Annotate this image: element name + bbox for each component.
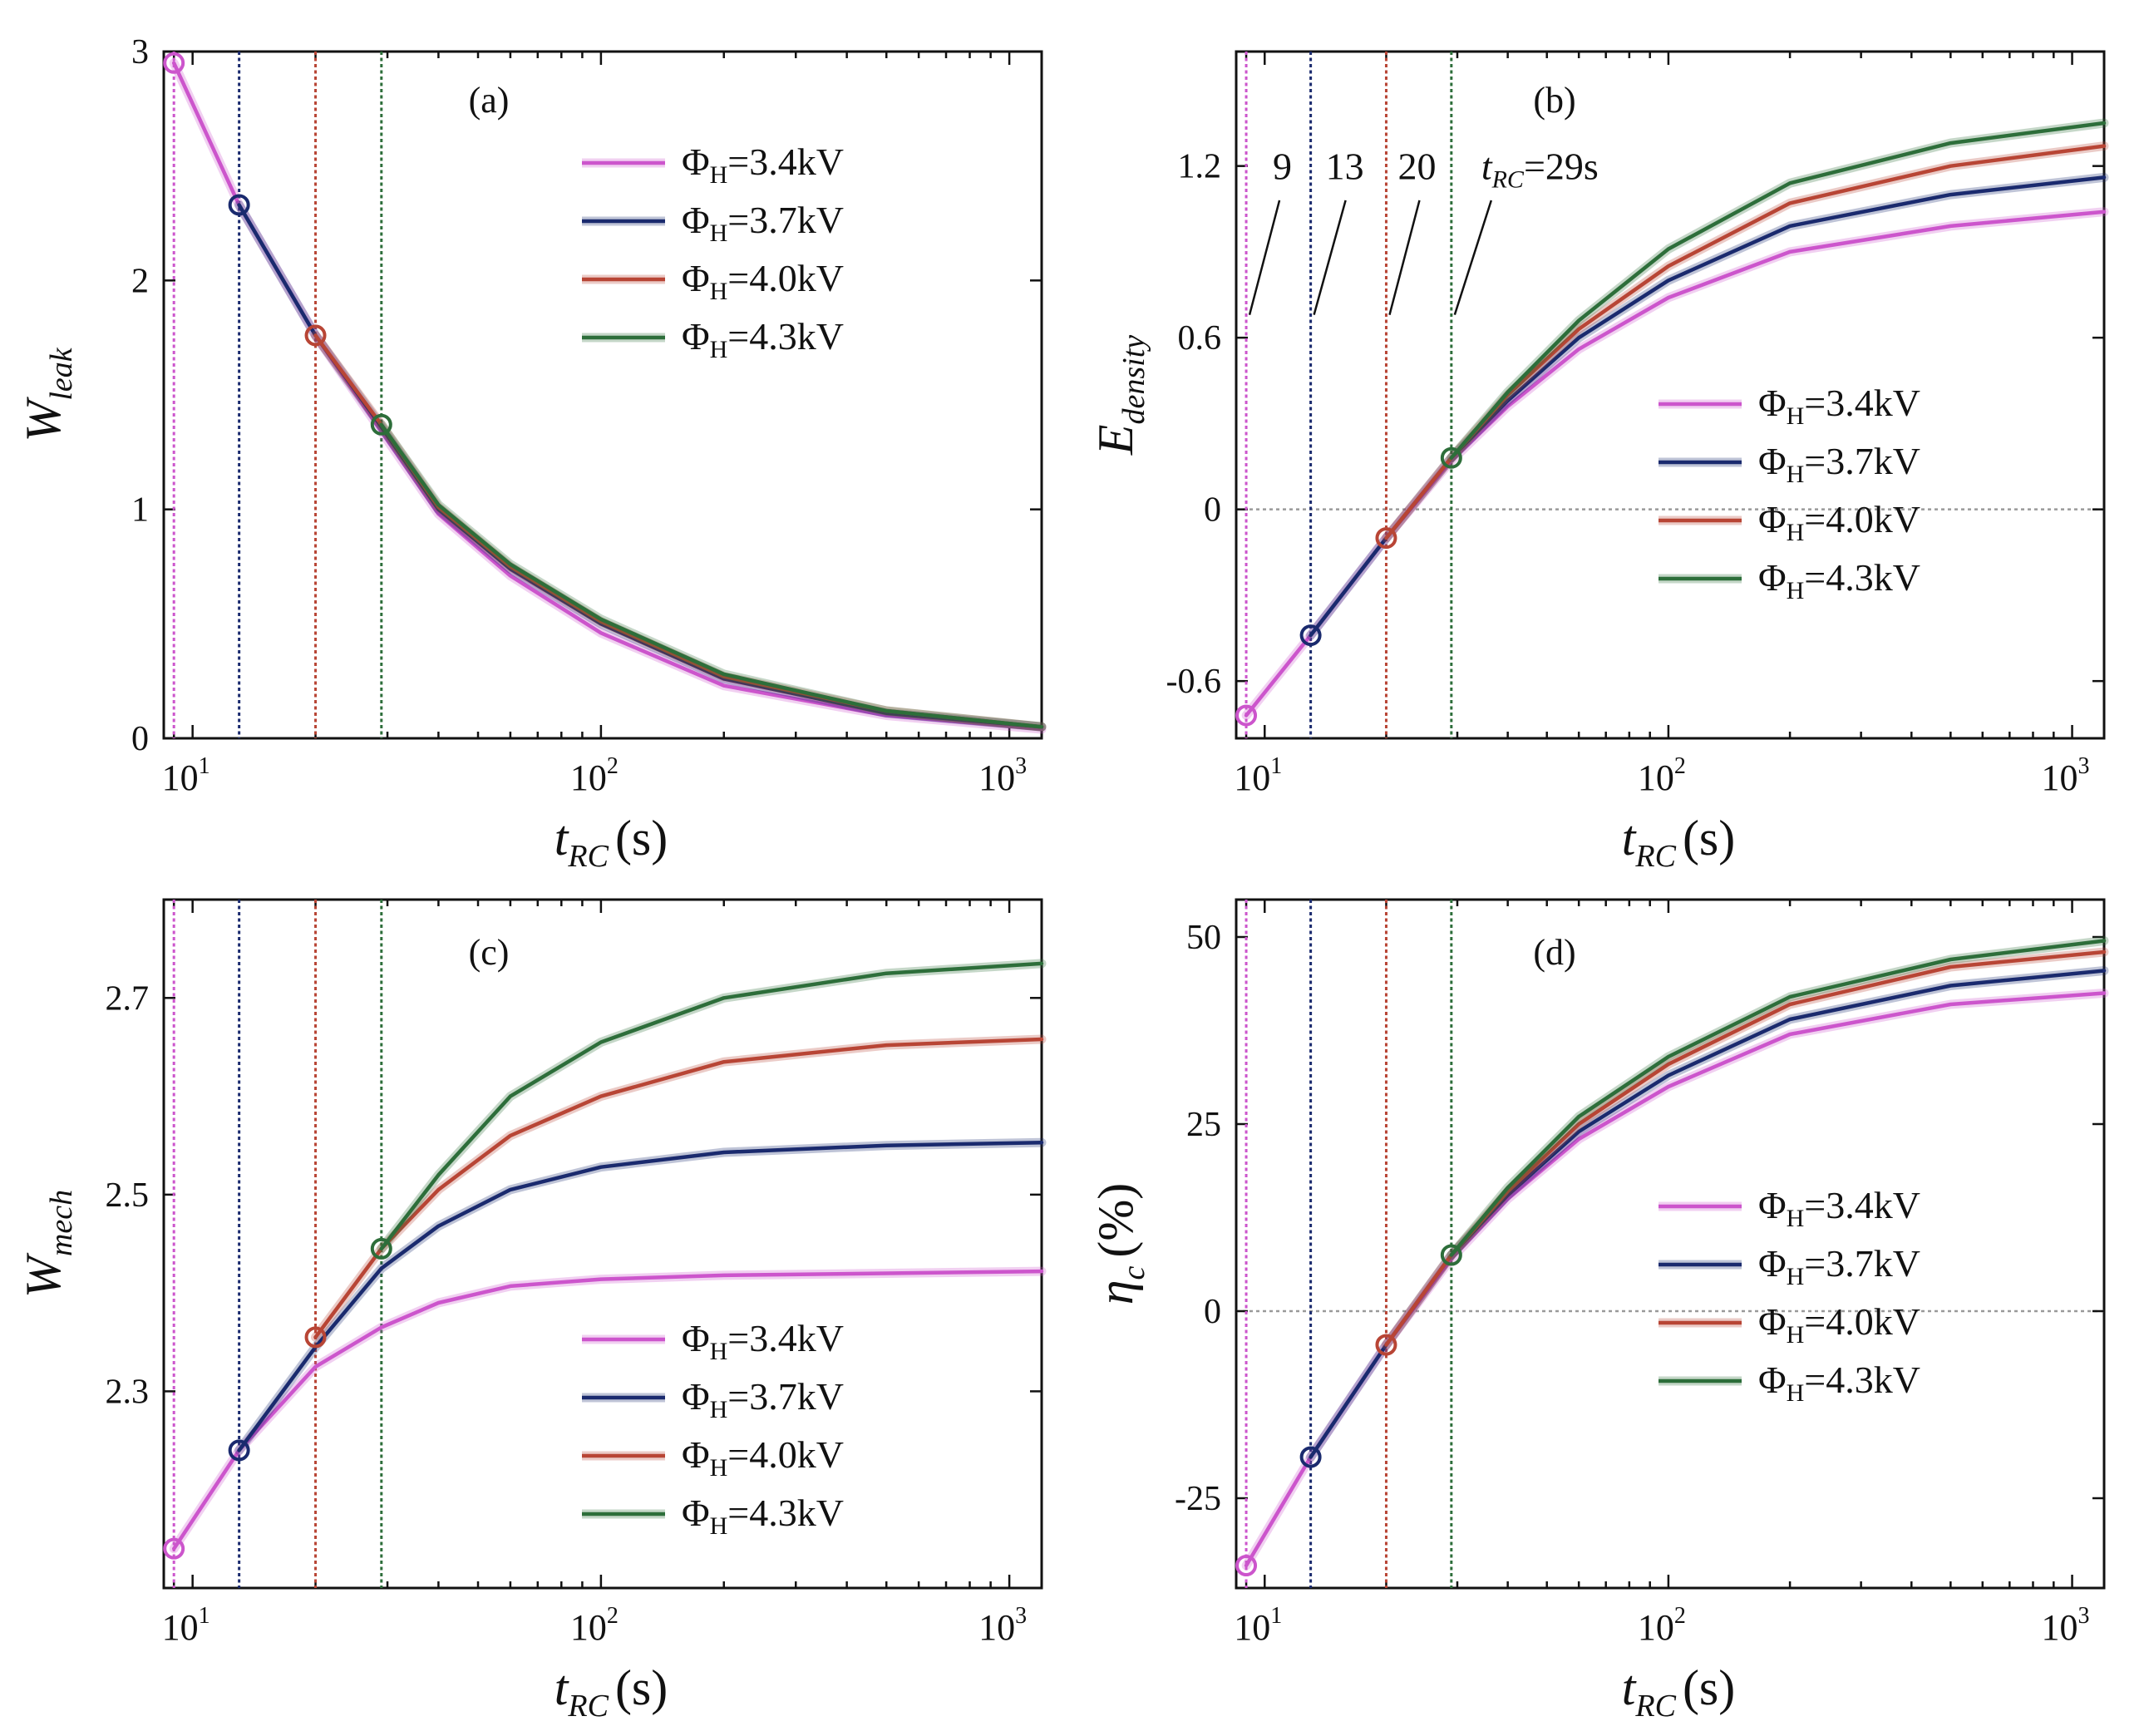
callout-leader — [1313, 200, 1347, 315]
y-tick-label: 2.5 — [106, 1176, 150, 1215]
y-tick-label: 0.6 — [1178, 319, 1222, 358]
legend-entry: ΦH=3.4kV — [682, 1317, 844, 1365]
y-tick-label: 2.7 — [106, 979, 150, 1018]
y-tick-label: 50 — [1186, 919, 1221, 957]
x-tick-label: 101 — [162, 753, 210, 798]
start-marker — [228, 194, 250, 216]
callout-leader — [1248, 200, 1281, 315]
panel-c: 2.3 2.5 2.7 101 102 103 tRC (s) Wmech (c) ΦH=3.4kV… — [16, 898, 1047, 1724]
y-axis-label: Wleak — [16, 347, 79, 441]
x-axis-label: tRC (s) — [554, 811, 668, 874]
plot-frame — [1235, 50, 2106, 740]
callout-label: 13 — [1326, 145, 1364, 188]
y-tick-label: -25 — [1175, 1480, 1221, 1518]
legend-entry: ΦH=3.7kV — [1758, 1242, 1920, 1290]
y-tick-label: 0 — [1204, 1293, 1221, 1331]
legend: ΦH=3.4kV ΦH=3.7kV ΦH=4.0kV ΦH=4.3kV — [582, 141, 844, 363]
y-tick-label: 0 — [131, 720, 149, 758]
x-tick-label: 102 — [1638, 1603, 1686, 1648]
legend-entry: ΦH=4.0kV — [1758, 1300, 1920, 1349]
plot-frame — [162, 898, 1043, 1590]
y-tick-label: 1 — [131, 491, 149, 530]
x-tick-label: 102 — [570, 1603, 619, 1648]
y-tick-label: 0 — [1204, 491, 1221, 530]
start-marker — [1235, 1555, 1258, 1576]
x-tick-label: 103 — [978, 753, 1027, 798]
callout-leader — [1453, 200, 1493, 316]
legend-entry: ΦH=3.7kV — [682, 199, 844, 247]
series-line — [1449, 939, 2107, 1257]
legend-entry: ΦH=4.0kV — [682, 257, 844, 305]
start-marker — [304, 324, 327, 347]
start-marker — [1299, 624, 1322, 647]
series-line — [379, 961, 1044, 1251]
start-marker — [1440, 1244, 1462, 1266]
x-tick-label: 101 — [1234, 753, 1282, 798]
panel-b: -0.6 0 0.6 1.2 101 102 103 tRC (s) Edensity (b) ΦH=… — [1088, 50, 2109, 874]
x-tick-label: 101 — [1234, 1603, 1282, 1648]
x-tick-label: 103 — [978, 1603, 1027, 1648]
legend-entry: ΦH=3.4kV — [1758, 1184, 1920, 1232]
series-line — [237, 1140, 1044, 1452]
series-line — [379, 422, 1044, 729]
series-line — [171, 1269, 1044, 1551]
start-marker — [1375, 527, 1397, 550]
start-marker — [1440, 446, 1462, 469]
legend-entry: ΦH=4.3kV — [1758, 1359, 1920, 1407]
legend-entry: ΦH=3.4kV — [1758, 382, 1920, 430]
callout-label: 20 — [1397, 145, 1436, 188]
callout-label: tRC=29s — [1481, 145, 1599, 194]
plot-frame — [162, 50, 1043, 740]
start-marker — [163, 1537, 185, 1560]
x-axis-label: tRC (s) — [1622, 811, 1736, 874]
x-tick-label: 103 — [2042, 1603, 2090, 1648]
start-marker — [163, 52, 185, 74]
legend-entry: ΦH=3.4kV — [682, 141, 844, 189]
y-tick-label: 25 — [1186, 1106, 1221, 1144]
start-marker — [1235, 704, 1258, 727]
start-marker — [228, 1439, 250, 1462]
x-tick-label: 102 — [1638, 753, 1686, 798]
x-axis-label: tRC (s) — [1622, 1660, 1736, 1724]
x-tick-label: 103 — [2042, 753, 2090, 798]
legend: ΦH=3.4kV ΦH=3.7kV ΦH=4.0kV ΦH=4.3kV — [582, 1317, 844, 1540]
plot-frame — [1235, 898, 2106, 1590]
y-tick-label: 3 — [131, 33, 149, 72]
y-axis-label: Edensity — [1088, 335, 1151, 456]
start-marker — [304, 1326, 327, 1349]
legend-entry: ΦH=3.7kV — [1758, 440, 1920, 488]
callout-label: 9 — [1273, 145, 1292, 188]
y-tick-label: 2 — [131, 262, 149, 300]
start-marker — [370, 1237, 392, 1260]
start-marker — [1375, 1334, 1397, 1356]
legend-entry: ΦH=4.0kV — [1758, 498, 1920, 546]
y-tick-label: 1.2 — [1178, 148, 1222, 186]
series-line — [1449, 121, 2107, 460]
panel-label: (d) — [1533, 932, 1575, 973]
y-tick-label: -0.6 — [1166, 663, 1222, 701]
y-axis-label: Wmech — [16, 1190, 79, 1298]
panel-label: (a) — [469, 80, 510, 121]
legend-entry: ΦH=4.3kV — [682, 1492, 844, 1540]
legend: ΦH=3.4kV ΦH=3.7kV ΦH=4.0kV ΦH=4.3kV — [1659, 1184, 1920, 1407]
x-axis-label: tRC (s) — [554, 1660, 668, 1724]
legend-entry: ΦH=4.3kV — [1758, 556, 1920, 604]
y-tick-label: 2.3 — [106, 1373, 150, 1411]
legend-entry: ΦH=4.0kV — [682, 1433, 844, 1482]
panel-label: (c) — [469, 932, 510, 973]
legend-entry: ΦH=3.7kV — [682, 1375, 844, 1423]
panel-label: (b) — [1533, 80, 1575, 121]
legend-entry: ΦH=4.3kV — [682, 315, 844, 363]
legend: ΦH=3.4kV ΦH=3.7kV ΦH=4.0kV ΦH=4.3kV — [1659, 382, 1920, 604]
callout-leader — [1388, 200, 1421, 315]
start-marker — [1299, 1446, 1322, 1468]
x-tick-label: 102 — [570, 753, 619, 798]
start-time-callouts: 9 13 20 tRC=29s — [1248, 145, 1599, 316]
y-axis-label: ηc(%) — [1088, 1183, 1151, 1305]
start-marker — [370, 413, 392, 436]
x-tick-label: 101 — [162, 1603, 210, 1648]
